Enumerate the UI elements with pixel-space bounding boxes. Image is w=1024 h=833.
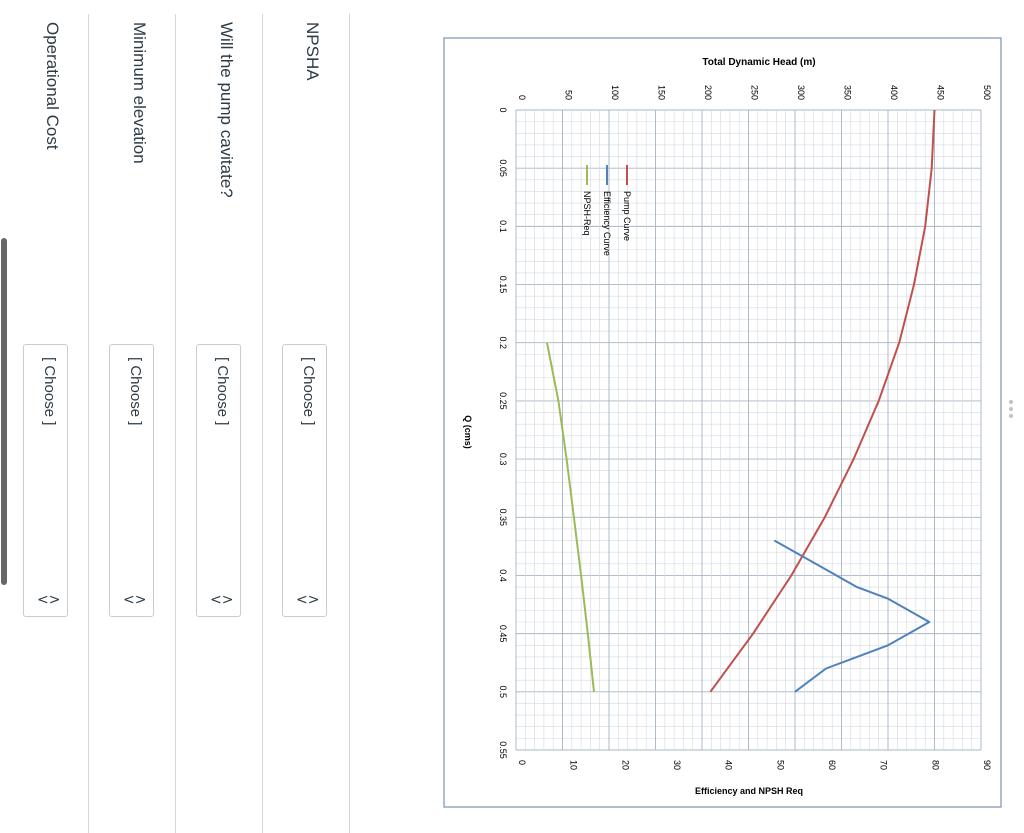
series-line-efficiency-curve <box>773 539 931 693</box>
select-value: [ Choose ] <box>214 357 231 426</box>
x-tick-label: 0 <box>498 107 508 112</box>
y2-tick-label: 90 <box>982 760 992 770</box>
y-tick-label: 450 <box>936 85 946 100</box>
scrollbar-thumb[interactable] <box>1 238 7 585</box>
x-tick-label: 0.35 <box>498 509 508 527</box>
npsha-select[interactable]: [ Choose ] <> <box>282 344 327 617</box>
y-tick-label: 0 <box>517 95 527 100</box>
series-line-pump-curve <box>709 109 936 693</box>
operational-cost-select[interactable]: [ Choose ] <> <box>23 344 68 617</box>
y2-tick-label: 70 <box>879 760 889 770</box>
cavitate-select[interactable]: [ Choose ] <> <box>196 344 241 617</box>
y-tick-label: 50 <box>564 90 574 100</box>
y-tick-label: 200 <box>703 85 713 100</box>
chart-legend: Pump Curve Efficiency Curve NPSH-Req <box>582 165 632 256</box>
y-tick-label: 300 <box>796 85 806 100</box>
y2-tick-label: 80 <box>930 760 940 770</box>
select-value: [ Choose ] <box>41 357 58 426</box>
divider <box>88 14 89 833</box>
y2-tick-label: 10 <box>569 760 579 770</box>
y-tick-label: 250 <box>750 85 760 100</box>
question-label-operational-cost: Operational Cost <box>43 22 62 150</box>
x-tick-label: 0.15 <box>498 276 508 294</box>
chart-frame <box>443 37 1002 808</box>
y-tick-label: 350 <box>843 85 853 100</box>
x-tick-label: 0.55 <box>498 741 508 759</box>
chart-series <box>546 109 936 693</box>
x-tick-label: 0.1 <box>498 220 508 233</box>
y2-tick-label: 0 <box>517 760 527 765</box>
y-tick-label: 500 <box>982 85 992 100</box>
x-tick-label: 0.05 <box>498 159 508 177</box>
question-label-npsha: NPSHA <box>303 22 322 81</box>
x-axis-title: Q (cms) <box>463 415 473 449</box>
divider <box>175 14 176 833</box>
y2-tick-label: 40 <box>724 760 734 770</box>
up-down-chevron-icon: <> <box>123 592 147 608</box>
divider <box>349 14 350 833</box>
x-tick-label: 0.3 <box>498 453 508 466</box>
question-label-min-elevation: Minimum elevation <box>130 22 149 164</box>
legend-label: Pump Curve <box>622 191 632 241</box>
legend-label: NPSH-Req <box>582 191 592 236</box>
y2-tick-label: 60 <box>827 760 837 770</box>
up-down-chevron-icon: <> <box>210 592 234 608</box>
x-tick-label: 0.2 <box>498 336 508 349</box>
series-line-npsh-req <box>546 342 595 692</box>
legend-label: Efficiency Curve <box>602 191 612 256</box>
chart-grid <box>515 109 982 751</box>
up-down-chevron-icon: <> <box>296 592 320 608</box>
y2-tick-label: 50 <box>775 760 785 770</box>
y2-tick-label: 30 <box>672 760 682 770</box>
x-tick-label: 0.45 <box>498 625 508 643</box>
y-axis-title: Total Dynamic Head (m) <box>702 57 815 68</box>
y2-axis-title: Efficiency and NPSH Req <box>695 786 803 796</box>
question-label-cavitate: Will the pump cavitate? <box>217 22 236 198</box>
y-tick-label: 150 <box>657 85 667 100</box>
divider <box>262 14 263 833</box>
select-value: [ Choose ] <box>300 357 317 426</box>
y-tick-label: 100 <box>610 85 620 100</box>
y2-tick-label: 20 <box>620 760 630 770</box>
x-tick-label: 0.5 <box>498 686 508 699</box>
up-down-chevron-icon: <> <box>37 592 61 608</box>
min-elevation-select[interactable]: [ Choose ] <> <box>109 344 154 617</box>
y-tick-label: 400 <box>889 85 899 100</box>
chart-ticks: 0 0.05 0.1 0.15 0.2 0.25 0.3 0.35 0.4 0.45 0.5 0.55… <box>498 85 992 770</box>
x-tick-label: 0.25 <box>498 392 508 410</box>
select-value: [ Choose ] <box>127 357 144 426</box>
resize-grip-icon[interactable] <box>1008 400 1014 422</box>
x-tick-label: 0.4 <box>498 569 508 582</box>
